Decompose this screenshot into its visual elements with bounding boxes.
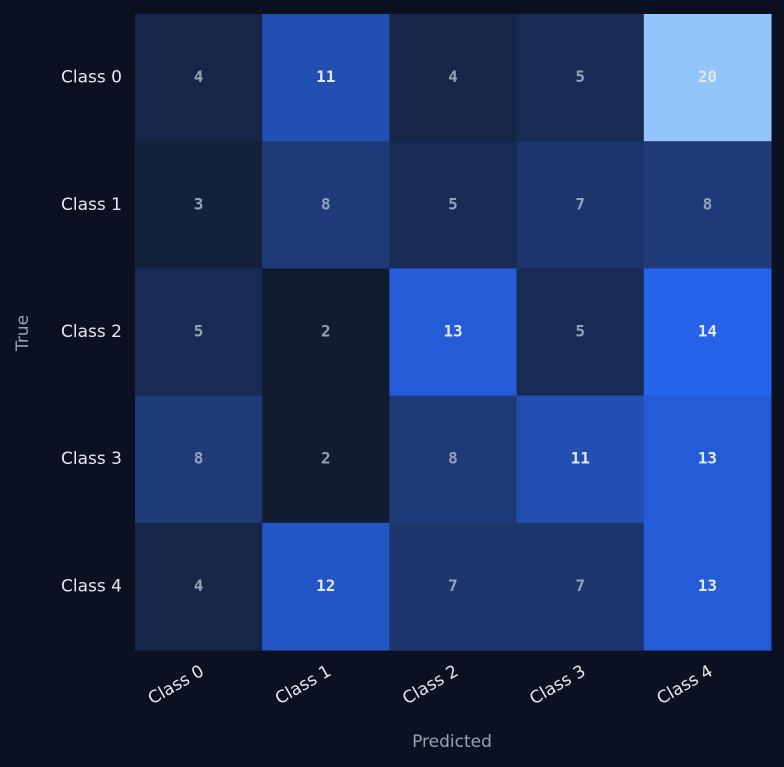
cell-value-label: 5 <box>448 194 458 213</box>
cell-value-label: 11 <box>316 67 335 86</box>
y-axis-label: True <box>13 315 33 352</box>
cell-value-label: 4 <box>194 67 204 86</box>
heatmap-cell <box>643 395 772 524</box>
y-tick-label: Class 3 <box>61 449 122 469</box>
cell-value-label: 11 <box>571 449 590 468</box>
y-tick-label: Class 0 <box>61 68 122 88</box>
cell-value-label: 4 <box>448 67 458 86</box>
heatmap-cell <box>389 14 518 142</box>
cell-value-label: 2 <box>321 322 331 341</box>
y-tick-label: Class 4 <box>61 576 122 596</box>
heatmap-cell <box>262 395 390 524</box>
heatmap-cell <box>516 395 645 524</box>
heatmap-cell <box>135 14 263 142</box>
heatmap-cell <box>643 522 772 651</box>
cell-value-label: 14 <box>698 322 717 341</box>
x-axis-label: Predicted <box>412 732 492 752</box>
cell-value-label: 4 <box>194 576 204 595</box>
heatmap-cell <box>389 395 518 524</box>
heatmap-cell <box>516 522 645 651</box>
heatmap-cell <box>516 141 645 269</box>
heatmap-cell <box>389 268 518 397</box>
heatmap-cell <box>135 395 263 524</box>
heatmap-cell <box>516 14 645 142</box>
heatmap-cell <box>516 268 645 397</box>
heatmap-cell <box>643 141 772 269</box>
cell-value-label: 13 <box>698 576 717 595</box>
heatmap-cell <box>262 14 390 142</box>
cell-value-label: 13 <box>698 449 717 468</box>
heatmap-cell <box>389 141 518 269</box>
cell-value-label: 7 <box>575 194 585 213</box>
heatmap-cell <box>262 141 390 269</box>
cell-value-label: 5 <box>575 322 585 341</box>
cell-value-label: 8 <box>703 194 713 213</box>
y-tick-label: Class 1 <box>61 195 122 215</box>
heatmap-cell <box>135 522 263 651</box>
heatmap-cell <box>135 141 263 269</box>
heatmap-cell <box>643 268 772 397</box>
cell-value-label: 20 <box>698 67 717 86</box>
heatmap-cell <box>389 522 518 651</box>
cell-value-label: 8 <box>448 449 458 468</box>
cell-value-label: 3 <box>194 194 204 213</box>
cell-value-label: 2 <box>321 449 331 468</box>
cell-value-label: 7 <box>448 576 458 595</box>
cell-value-label: 5 <box>194 322 204 341</box>
heatmap-cell <box>643 14 772 142</box>
cell-value-label: 13 <box>443 322 462 341</box>
cell-value-label: 12 <box>316 576 335 595</box>
cell-value-label: 5 <box>575 67 585 86</box>
cell-value-label: 8 <box>321 194 331 213</box>
cell-value-label: 8 <box>194 449 204 468</box>
cell-value-label: 7 <box>575 576 585 595</box>
heatmap-cell <box>262 268 390 397</box>
heatmap-cell <box>135 268 263 397</box>
heatmap-cell <box>262 522 390 651</box>
y-tick-label: Class 2 <box>61 322 122 342</box>
